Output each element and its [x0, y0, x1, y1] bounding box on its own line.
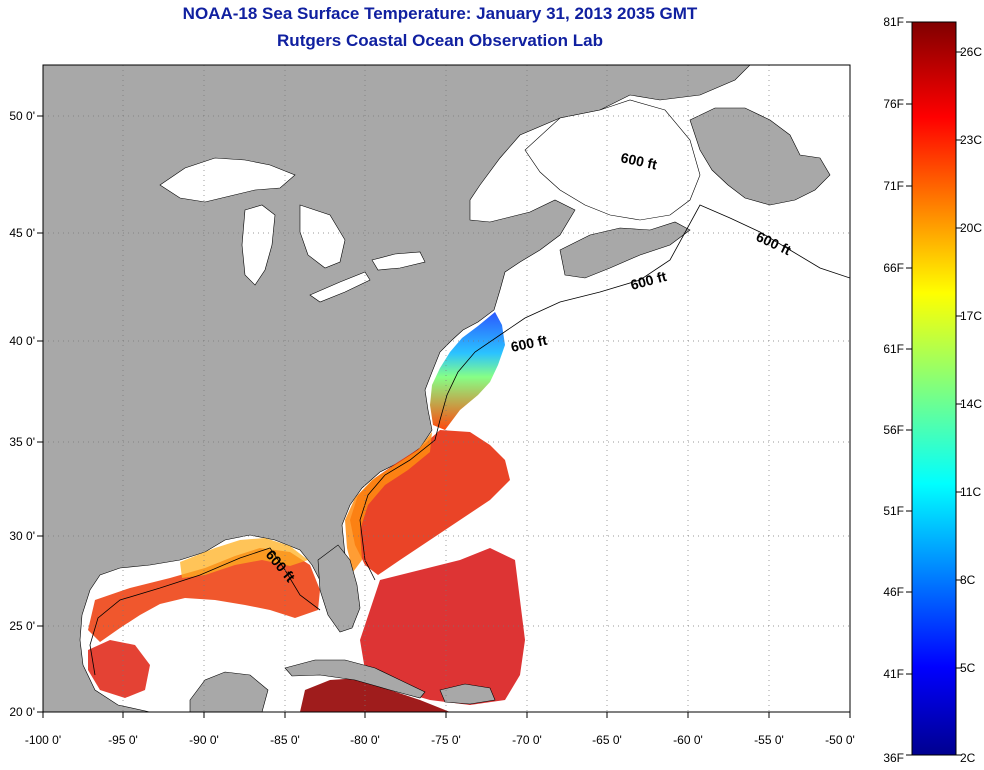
- contour-label-1: 600 ft: [619, 149, 658, 172]
- lat-tick-label: 25 0': [9, 619, 35, 633]
- lon-tick-label: -55 0': [754, 733, 784, 747]
- colorbar-f-label: 41F: [883, 667, 904, 681]
- lat-tick-label: 20 0': [9, 705, 35, 719]
- lon-tick-label: -65 0': [592, 733, 622, 747]
- lake-erie: [309, 271, 371, 303]
- sst-caribbean: [300, 678, 450, 712]
- lat-tick-label: 35 0': [9, 435, 35, 449]
- lon-tick-label: -95 0': [108, 733, 138, 747]
- colorbar-f-label: 81F: [883, 15, 904, 29]
- lat-tick-label: 50 0': [9, 109, 35, 123]
- lat-axis: [37, 115, 43, 713]
- land-newfoundland: [689, 107, 831, 206]
- colorbar-c-label: 14C: [960, 397, 982, 411]
- colorbar-c-label: 20C: [960, 221, 982, 235]
- colorbar-c-label: 23C: [960, 133, 982, 147]
- colorbar-f-label: 66F: [883, 261, 904, 275]
- colorbar-c-label: 17C: [960, 309, 982, 323]
- lon-tick-label: -50 0': [825, 733, 855, 747]
- land-cuba: [284, 659, 426, 699]
- colorbar-c-label: 2C: [960, 751, 976, 765]
- lat-tick-label: 40 0': [9, 334, 35, 348]
- lat-tick-label: 45 0': [9, 226, 35, 240]
- lon-tick-label: -90 0': [189, 733, 219, 747]
- colorbar-f-label: 51F: [883, 504, 904, 518]
- land-yucatan: [189, 671, 269, 712]
- isobath-600ft-gulf: [89, 547, 321, 676]
- colorbar: [911, 21, 957, 756]
- sst-western-gulf: [88, 640, 150, 698]
- colorbar-f-label: 36F: [883, 751, 904, 765]
- lat-tick-label: 30 0': [9, 529, 35, 543]
- lon-tick-label: -80 0': [350, 733, 380, 747]
- colorbar-f-label: 61F: [883, 342, 904, 356]
- colorbar-f-label: 76F: [883, 97, 904, 111]
- colorbar-c-label: 5C: [960, 661, 976, 675]
- colorbar-f-label: 71F: [883, 179, 904, 193]
- gulf-of-st-lawrence: [524, 99, 701, 221]
- land-nova-scotia: [559, 221, 691, 279]
- sst-northern-gulf-warm: [180, 538, 308, 578]
- sst-gulf-stream: [350, 430, 510, 575]
- contour-label-4: 600 ft: [509, 332, 548, 355]
- lake-huron: [299, 204, 346, 269]
- sst-mid-atlantic-shelf: [430, 312, 505, 430]
- sst-coastal-band: [345, 432, 432, 572]
- map-subtitle: Rutgers Coastal Ocean Observation Lab: [277, 31, 603, 50]
- colorbar-f-label: 56F: [883, 423, 904, 437]
- colorbar-ticks: [906, 21, 962, 756]
- land-hispaniola: [439, 683, 496, 705]
- isobath-600ft-atlantic: [359, 204, 850, 581]
- colorbar-c-label: 26C: [960, 45, 982, 59]
- lon-tick-label: -85 0': [270, 733, 300, 747]
- lake-superior: [159, 157, 296, 203]
- sst-bahamas-sargasso: [360, 548, 525, 705]
- colorbar-c-label: 8C: [960, 573, 976, 587]
- lake-michigan: [241, 204, 276, 286]
- land-florida: [317, 544, 361, 633]
- lon-tick-label: -75 0': [431, 733, 461, 747]
- lon-tick-label: -100 0': [25, 733, 61, 747]
- lon-tick-label: -70 0': [512, 733, 542, 747]
- lon-tick-label: -60 0': [673, 733, 703, 747]
- map-title: NOAA-18 Sea Surface Temperature: January…: [182, 4, 698, 23]
- lon-axis: [42, 712, 851, 718]
- colorbar-c-label: 11C: [960, 485, 981, 499]
- colorbar-f-label: 46F: [883, 585, 904, 599]
- lake-ontario: [371, 251, 426, 271]
